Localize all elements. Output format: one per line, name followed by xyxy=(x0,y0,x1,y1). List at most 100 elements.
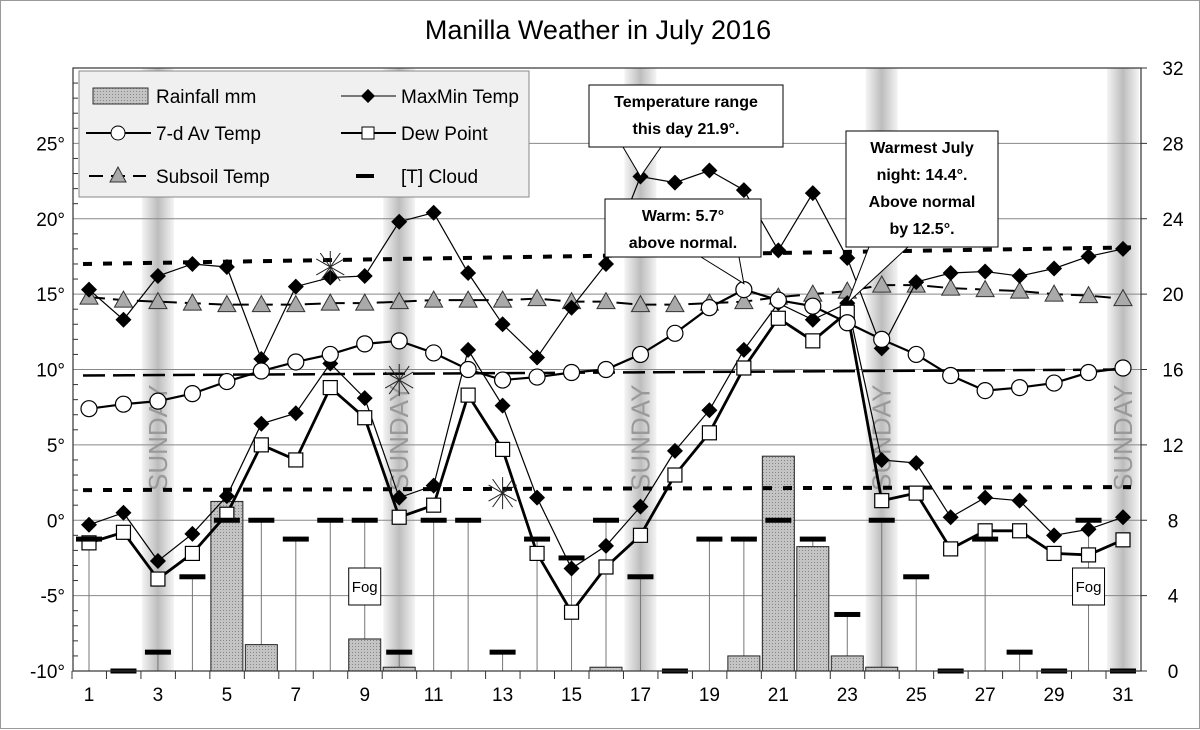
cloud-dash xyxy=(593,517,619,523)
cloud-dash xyxy=(76,536,102,542)
fog-label: Fog xyxy=(1076,579,1102,596)
min-temp-point xyxy=(873,451,890,468)
x-tick-label: 23 xyxy=(837,685,858,706)
dew-point-point xyxy=(288,452,304,468)
dew-point-point xyxy=(1011,523,1028,539)
min-temp-point xyxy=(253,415,270,432)
min-temp-point xyxy=(701,402,718,419)
y-right-tick-label: 32 xyxy=(1162,59,1183,80)
normal-reference-line xyxy=(82,485,1132,493)
avg-temp-point xyxy=(838,314,856,332)
legend-cloud-marker xyxy=(356,174,374,178)
sunday-label: SUNDAY xyxy=(1108,385,1138,491)
cloud-dash xyxy=(868,517,895,523)
rainfall-bar xyxy=(761,455,795,672)
y-left-tick-label: 20° xyxy=(36,210,65,231)
legend-label: Dew Point xyxy=(401,124,488,145)
min-temp-point xyxy=(942,509,959,526)
cloud-dash xyxy=(420,517,447,523)
avg-temp-point xyxy=(1114,359,1132,377)
rainfall-bar xyxy=(830,655,864,672)
y-left-tick-label: 25° xyxy=(36,134,65,155)
max-temp-point xyxy=(1046,260,1063,277)
subsoil-temp-point xyxy=(734,291,754,310)
y-left-tick-label: 15° xyxy=(36,285,65,306)
x-tick-label: 15 xyxy=(561,685,582,706)
subsoil-temp-point xyxy=(389,291,410,310)
legend-label: Subsoil Temp xyxy=(156,167,270,188)
avg-temp-point xyxy=(252,362,270,380)
subsoil-temp-point xyxy=(975,279,995,298)
dew-point-point xyxy=(115,524,132,540)
dew-point-point xyxy=(426,497,442,513)
subsoil-temp-point xyxy=(1009,281,1030,299)
fog-label-box xyxy=(1072,567,1106,606)
rainfall-bar xyxy=(796,546,830,672)
subsoil-temp-point xyxy=(113,290,134,308)
avg-temp-point xyxy=(562,363,581,382)
y-right-tick-label: 8 xyxy=(1168,511,1179,532)
dew-point-point xyxy=(632,527,649,543)
min-temp-point xyxy=(598,537,614,554)
dew-point-point xyxy=(1046,545,1062,562)
avg-temp-point xyxy=(597,360,615,379)
annotation-pointer xyxy=(699,256,745,285)
max-temp-point xyxy=(701,162,718,179)
max-temp-point xyxy=(356,268,373,285)
min-temp-point xyxy=(666,442,683,459)
max-temp-point xyxy=(529,349,546,366)
max-temp-point xyxy=(908,274,925,291)
min-temp-point xyxy=(460,341,477,358)
min-temp-point xyxy=(184,525,201,542)
x-tick-label: 31 xyxy=(1112,685,1133,706)
avg-temp-point xyxy=(700,299,719,317)
subsoil-temp-point xyxy=(1044,284,1064,302)
avg-temp-point xyxy=(114,395,133,413)
x-tick-label: 11 xyxy=(424,685,444,706)
dew-point-point xyxy=(874,493,890,509)
dew-point-point xyxy=(1115,532,1131,548)
subsoil-temp-point xyxy=(458,290,478,308)
annotation-box xyxy=(845,130,999,248)
avg-temp-point xyxy=(666,324,684,342)
cloud-dash xyxy=(730,536,757,542)
cloud-dash xyxy=(248,517,275,523)
max-temp-point xyxy=(735,182,752,199)
min-temp-point xyxy=(632,498,649,515)
cloud-dash xyxy=(455,517,482,523)
avg-temp-point xyxy=(1010,378,1029,397)
max-temp-point xyxy=(977,263,994,280)
cloud-dash xyxy=(765,517,792,523)
sunday-label: SUNDAY xyxy=(625,385,655,491)
max-temp-point xyxy=(184,255,201,272)
avg-temp-point xyxy=(321,345,339,364)
max-temp-point xyxy=(287,278,304,295)
avg-temp-point xyxy=(287,353,305,371)
cloud-dash xyxy=(213,517,240,523)
min-temp-point xyxy=(735,341,752,358)
max-temp-point xyxy=(1115,240,1131,257)
avg-temp-point xyxy=(494,371,512,389)
star-marker xyxy=(492,478,514,508)
avg-temp-point xyxy=(631,345,650,364)
subsoil-temp-point xyxy=(182,293,203,311)
legend-label: 7-d Av Temp xyxy=(156,124,261,145)
y-right-tick-label: 16 xyxy=(1162,361,1183,382)
legend-dew-marker xyxy=(361,126,375,140)
max-temp-point xyxy=(391,213,408,230)
cloud-dash xyxy=(144,649,171,655)
subsoil-temp-point xyxy=(217,294,237,313)
avg-temp-point xyxy=(80,400,98,418)
cloud-dash xyxy=(179,574,206,580)
dew-point-point xyxy=(460,387,476,403)
max-temp-point xyxy=(494,316,511,333)
min-temp-point xyxy=(1046,527,1063,544)
avg-temp-point xyxy=(528,368,546,386)
x-tick-label: 1 xyxy=(84,685,95,706)
avg-temp-point xyxy=(1045,374,1063,392)
y-left-tick-label: -10° xyxy=(30,662,65,683)
annotation-box xyxy=(588,84,784,148)
max-temp-point xyxy=(81,281,97,298)
star-marker xyxy=(388,365,410,395)
rainfall-bar xyxy=(244,644,278,672)
